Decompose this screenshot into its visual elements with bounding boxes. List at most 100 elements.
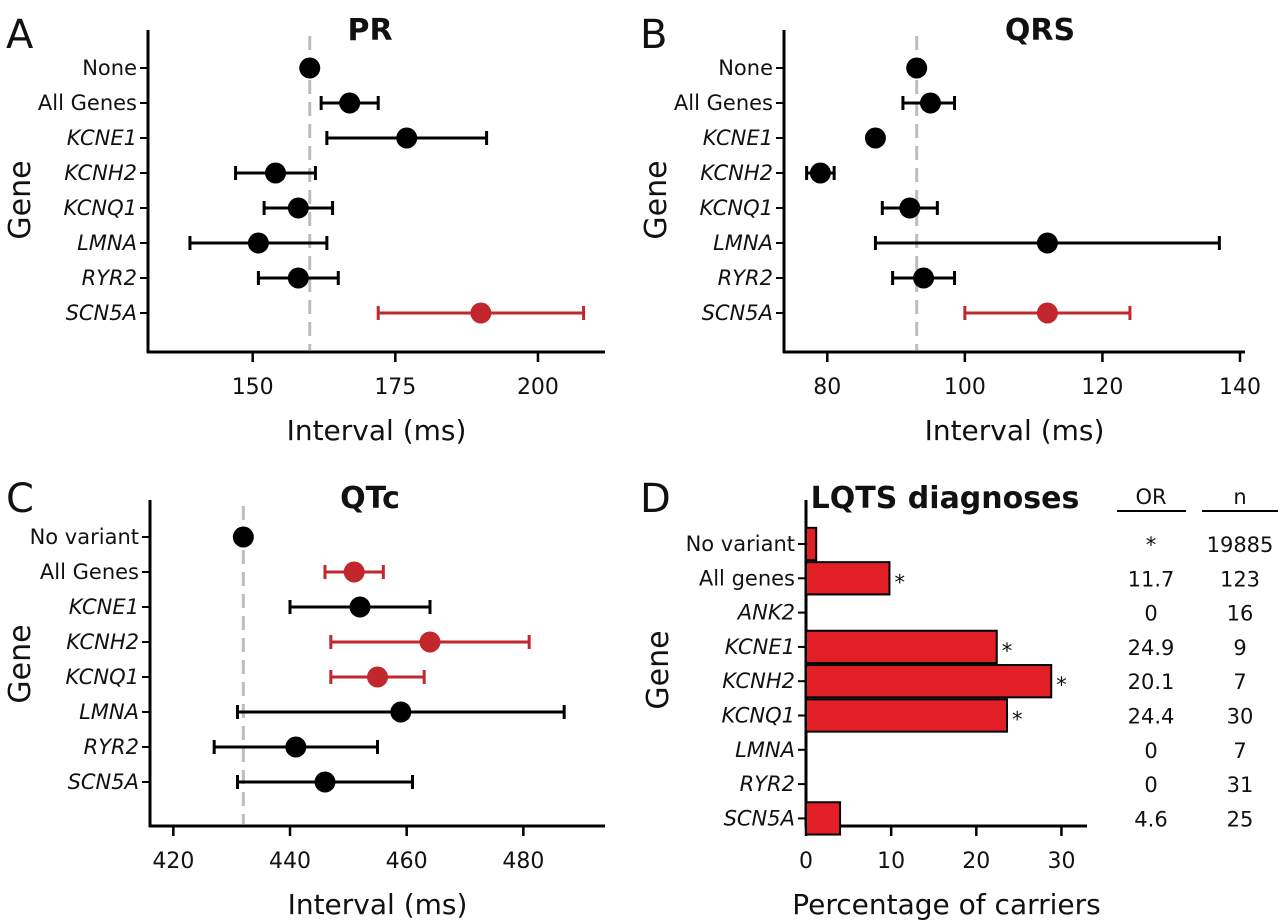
panel-letter: A: [6, 12, 34, 58]
bar: [805, 664, 1053, 699]
chart-title: PR: [347, 13, 392, 48]
data-point: [265, 162, 287, 184]
table-cell-or: 20.1: [1128, 670, 1175, 694]
x-tick-label: 420: [152, 849, 194, 874]
category-label: KCNH2: [66, 630, 139, 654]
significance-star: *: [894, 570, 905, 594]
table-cell-n: 25: [1227, 807, 1254, 831]
y-axis-label: Gene: [639, 160, 674, 239]
category-label: KCNQ1: [66, 665, 139, 689]
data-point: [913, 267, 935, 289]
table-header-or: OR: [1135, 485, 1166, 509]
category-label: No variant: [686, 532, 795, 556]
category-label: All Genes: [38, 91, 137, 115]
x-axis-label: Interval (ms): [288, 888, 468, 921]
x-tick-label: 10: [877, 849, 905, 874]
table-cell-n: 30: [1227, 705, 1254, 729]
data-point: [470, 302, 492, 324]
category-label: KCNQ1: [700, 196, 773, 220]
table-cell-n: 123: [1220, 567, 1260, 591]
x-tick-label: 140: [1219, 375, 1261, 400]
data-point: [287, 267, 309, 289]
panel-letter: C: [6, 476, 34, 522]
x-tick-label: 100: [944, 375, 986, 400]
category-label: KCNQ1: [722, 704, 795, 728]
data-point: [367, 666, 388, 688]
category-label: KCNQ1: [64, 196, 137, 220]
table-cell-or: 11.7: [1128, 567, 1175, 591]
data-point: [314, 771, 336, 793]
data-point: [919, 92, 941, 114]
x-tick-label: 0: [799, 849, 813, 874]
category-label: None: [82, 56, 137, 80]
category-label: SCN5A: [724, 806, 795, 830]
significance-star: *: [1012, 708, 1023, 732]
panel-letter: D: [640, 476, 671, 522]
data-point: [285, 736, 307, 758]
category-label: No variant: [30, 525, 139, 549]
category-label: RYR2: [740, 772, 795, 796]
category-label: KCNE1: [69, 595, 139, 619]
data-point: [349, 596, 371, 618]
table-cell-n: 16: [1227, 602, 1254, 626]
x-tick-label: 175: [374, 375, 416, 400]
bar: [805, 561, 891, 596]
chart-title: QRS: [1005, 13, 1075, 48]
x-tick-label: 120: [1081, 375, 1123, 400]
data-point: [809, 162, 831, 184]
panel-a: A PR 150 175 200 Interval (ms) Gene None All Gen…: [3, 12, 605, 447]
bar: [805, 801, 842, 836]
chart-title: LQTS diagnoses: [811, 481, 1080, 516]
table-header-n: n: [1233, 485, 1246, 509]
x-tick-label: 150: [232, 375, 274, 400]
data-point: [247, 232, 269, 254]
data-point: [343, 561, 365, 583]
bar: [805, 526, 818, 562]
x-tick-label: 30: [1047, 849, 1075, 874]
panel-c: C QTc 420 440 460 480 Interval (ms) Gene No vari…: [3, 476, 605, 921]
data-point: [906, 57, 928, 79]
category-label: LMNA: [735, 738, 795, 762]
x-tick-label: 80: [813, 375, 841, 400]
data-point: [1036, 302, 1058, 324]
significance-star: *: [1056, 673, 1067, 697]
table-cell-or: 0: [1144, 739, 1157, 763]
x-tick-label: 480: [502, 849, 544, 874]
x-axis-label: Percentage of carriers: [792, 888, 1101, 921]
x-axis-label: Interval (ms): [925, 414, 1105, 447]
data-point: [396, 127, 418, 149]
category-label: All Genes: [674, 91, 773, 115]
data-point: [899, 197, 921, 219]
data-point: [419, 631, 441, 653]
table-cell-or: *: [1146, 533, 1157, 557]
x-tick-label: 20: [962, 849, 990, 874]
x-tick-label: 440: [269, 849, 311, 874]
category-label: KCNE1: [703, 126, 773, 150]
y-axis-label: Gene: [3, 624, 38, 703]
table-cell-or: 0: [1144, 602, 1157, 626]
category-label: LMNA: [713, 231, 773, 255]
category-label: KCNE1: [725, 635, 795, 659]
table-cell-or: 0: [1144, 773, 1157, 797]
data-point: [339, 92, 361, 114]
category-label: RYR2: [82, 266, 137, 290]
category-label: All genes: [699, 566, 795, 590]
category-label: SCN5A: [702, 301, 773, 325]
category-label: All Genes: [40, 560, 139, 584]
table-cell-or: 4.6: [1134, 807, 1167, 831]
data-point: [390, 701, 412, 723]
bar: [805, 629, 998, 665]
panel-d: D LQTS diagnoses 0 10 20 30 Percentage of carr…: [640, 476, 1278, 921]
y-axis-label: Gene: [641, 630, 676, 709]
table-cell-n: 9: [1233, 636, 1246, 660]
chart-title: QTc: [340, 481, 400, 516]
category-label: SCN5A: [66, 301, 137, 325]
category-label: SCN5A: [68, 770, 139, 794]
x-tick-label: 460: [386, 849, 428, 874]
category-label: KCNH2: [722, 669, 795, 693]
bar: [805, 698, 1008, 733]
category-label: RYR2: [84, 735, 139, 759]
y-axis-label: Gene: [3, 160, 38, 239]
table-cell-or: 24.4: [1128, 705, 1175, 729]
